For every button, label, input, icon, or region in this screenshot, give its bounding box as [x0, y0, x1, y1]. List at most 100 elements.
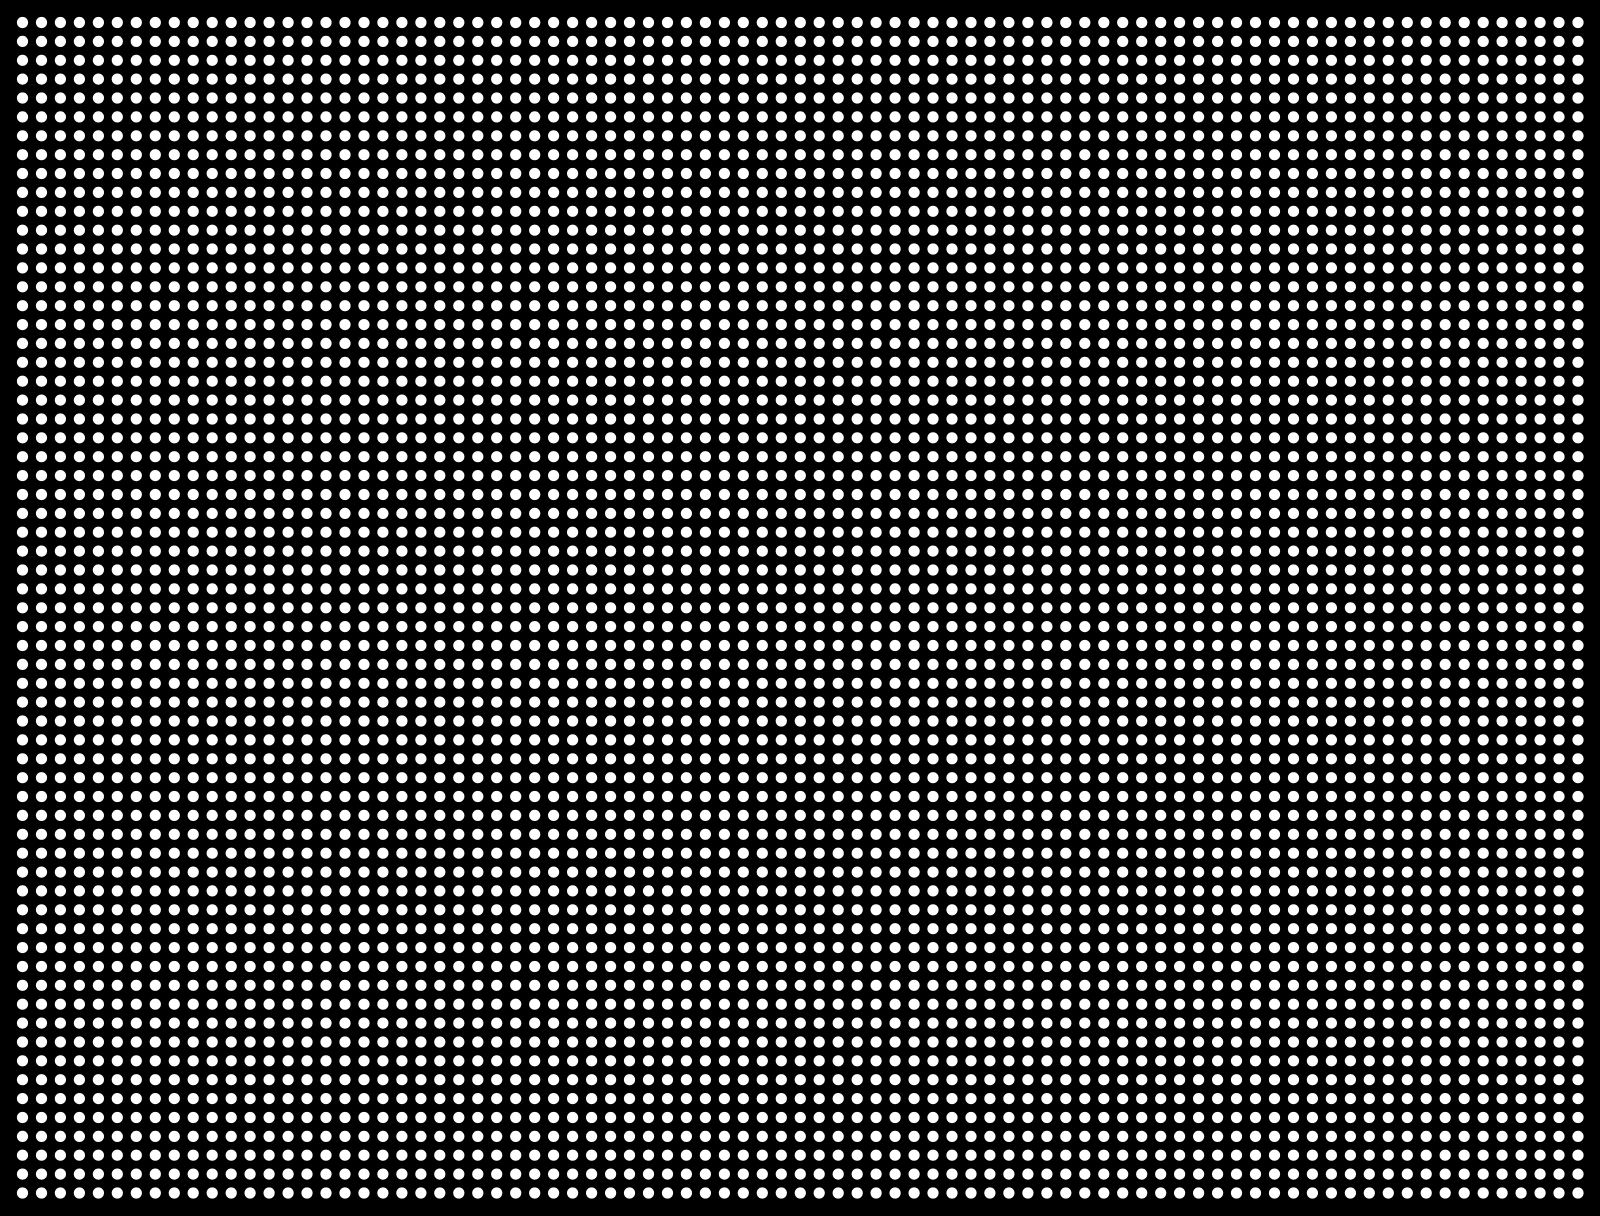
dot [794, 205, 806, 217]
dot [73, 564, 85, 576]
dot [680, 658, 693, 671]
dot [737, 790, 749, 803]
dot [263, 734, 275, 746]
dot [1458, 281, 1470, 293]
dot [1230, 451, 1243, 463]
dot [396, 1130, 408, 1142]
dot [1477, 1017, 1489, 1029]
dot [661, 205, 674, 217]
dot [1553, 885, 1565, 897]
dot [244, 828, 256, 840]
dot [1439, 507, 1451, 519]
dot [851, 696, 863, 708]
dot [718, 1130, 731, 1142]
dot [1117, 979, 1129, 991]
dot [529, 526, 541, 538]
dot [605, 281, 617, 293]
dot [908, 470, 920, 482]
dot [434, 809, 446, 822]
dot [1079, 677, 1091, 689]
dot [168, 809, 180, 822]
dot [642, 92, 655, 104]
dot [491, 488, 503, 501]
dot [623, 847, 636, 859]
dot [529, 281, 541, 293]
dot [225, 1036, 237, 1048]
dot [472, 1055, 484, 1067]
dot [187, 375, 199, 387]
dot [870, 1055, 882, 1067]
dot [699, 167, 712, 180]
dot [1249, 1130, 1262, 1142]
dot [168, 960, 180, 973]
dot [661, 432, 674, 444]
dot [187, 639, 199, 652]
dot [889, 639, 901, 652]
dot [244, 73, 256, 85]
dot [358, 111, 370, 123]
dot [1174, 375, 1186, 387]
dot [586, 545, 598, 557]
dot [73, 149, 85, 161]
dot [794, 1055, 806, 1067]
dot [1401, 866, 1413, 878]
dot [73, 658, 85, 671]
dot [623, 696, 636, 708]
dot [472, 677, 484, 689]
dot [1003, 205, 1015, 217]
dot [927, 488, 939, 501]
dot [737, 375, 749, 387]
dot [1382, 470, 1394, 482]
dot [775, 677, 787, 689]
dot [529, 1036, 541, 1048]
dot [377, 847, 389, 859]
dot [946, 621, 958, 633]
dot [775, 942, 787, 954]
dot [54, 696, 66, 708]
dot [1268, 54, 1281, 66]
dot [73, 790, 85, 803]
dot [282, 658, 294, 671]
dot [149, 130, 161, 142]
dot [1420, 960, 1432, 973]
dot [1117, 545, 1129, 557]
dot [813, 1074, 825, 1086]
dot [73, 1130, 85, 1142]
dot [301, 564, 313, 576]
dot [775, 847, 787, 859]
dot [1022, 1111, 1034, 1124]
dot [149, 356, 161, 368]
dot [529, 432, 541, 444]
dot [1344, 356, 1356, 368]
dot [453, 507, 465, 519]
dot [92, 92, 104, 104]
dot [320, 658, 332, 671]
dot [339, 847, 351, 859]
dot [111, 319, 123, 331]
dot [1060, 167, 1072, 180]
dot [1572, 394, 1584, 406]
dot [775, 564, 787, 576]
dot [339, 942, 351, 954]
dot [1174, 809, 1186, 822]
dot [870, 1111, 882, 1124]
dot [586, 960, 598, 973]
dot [149, 35, 161, 48]
dot [244, 507, 256, 519]
dot [794, 1017, 806, 1029]
dot [225, 413, 237, 425]
dot [567, 394, 579, 406]
dot [1212, 413, 1224, 425]
dot [1174, 1017, 1186, 1029]
dot [16, 73, 29, 85]
dot [1212, 847, 1224, 859]
dot [1534, 451, 1546, 463]
dot [813, 1093, 825, 1105]
dot [206, 998, 218, 1010]
dot [813, 111, 825, 123]
dot [111, 904, 123, 916]
dot [1174, 790, 1186, 803]
dot [434, 54, 446, 66]
dot [453, 92, 465, 104]
dot [756, 639, 768, 652]
